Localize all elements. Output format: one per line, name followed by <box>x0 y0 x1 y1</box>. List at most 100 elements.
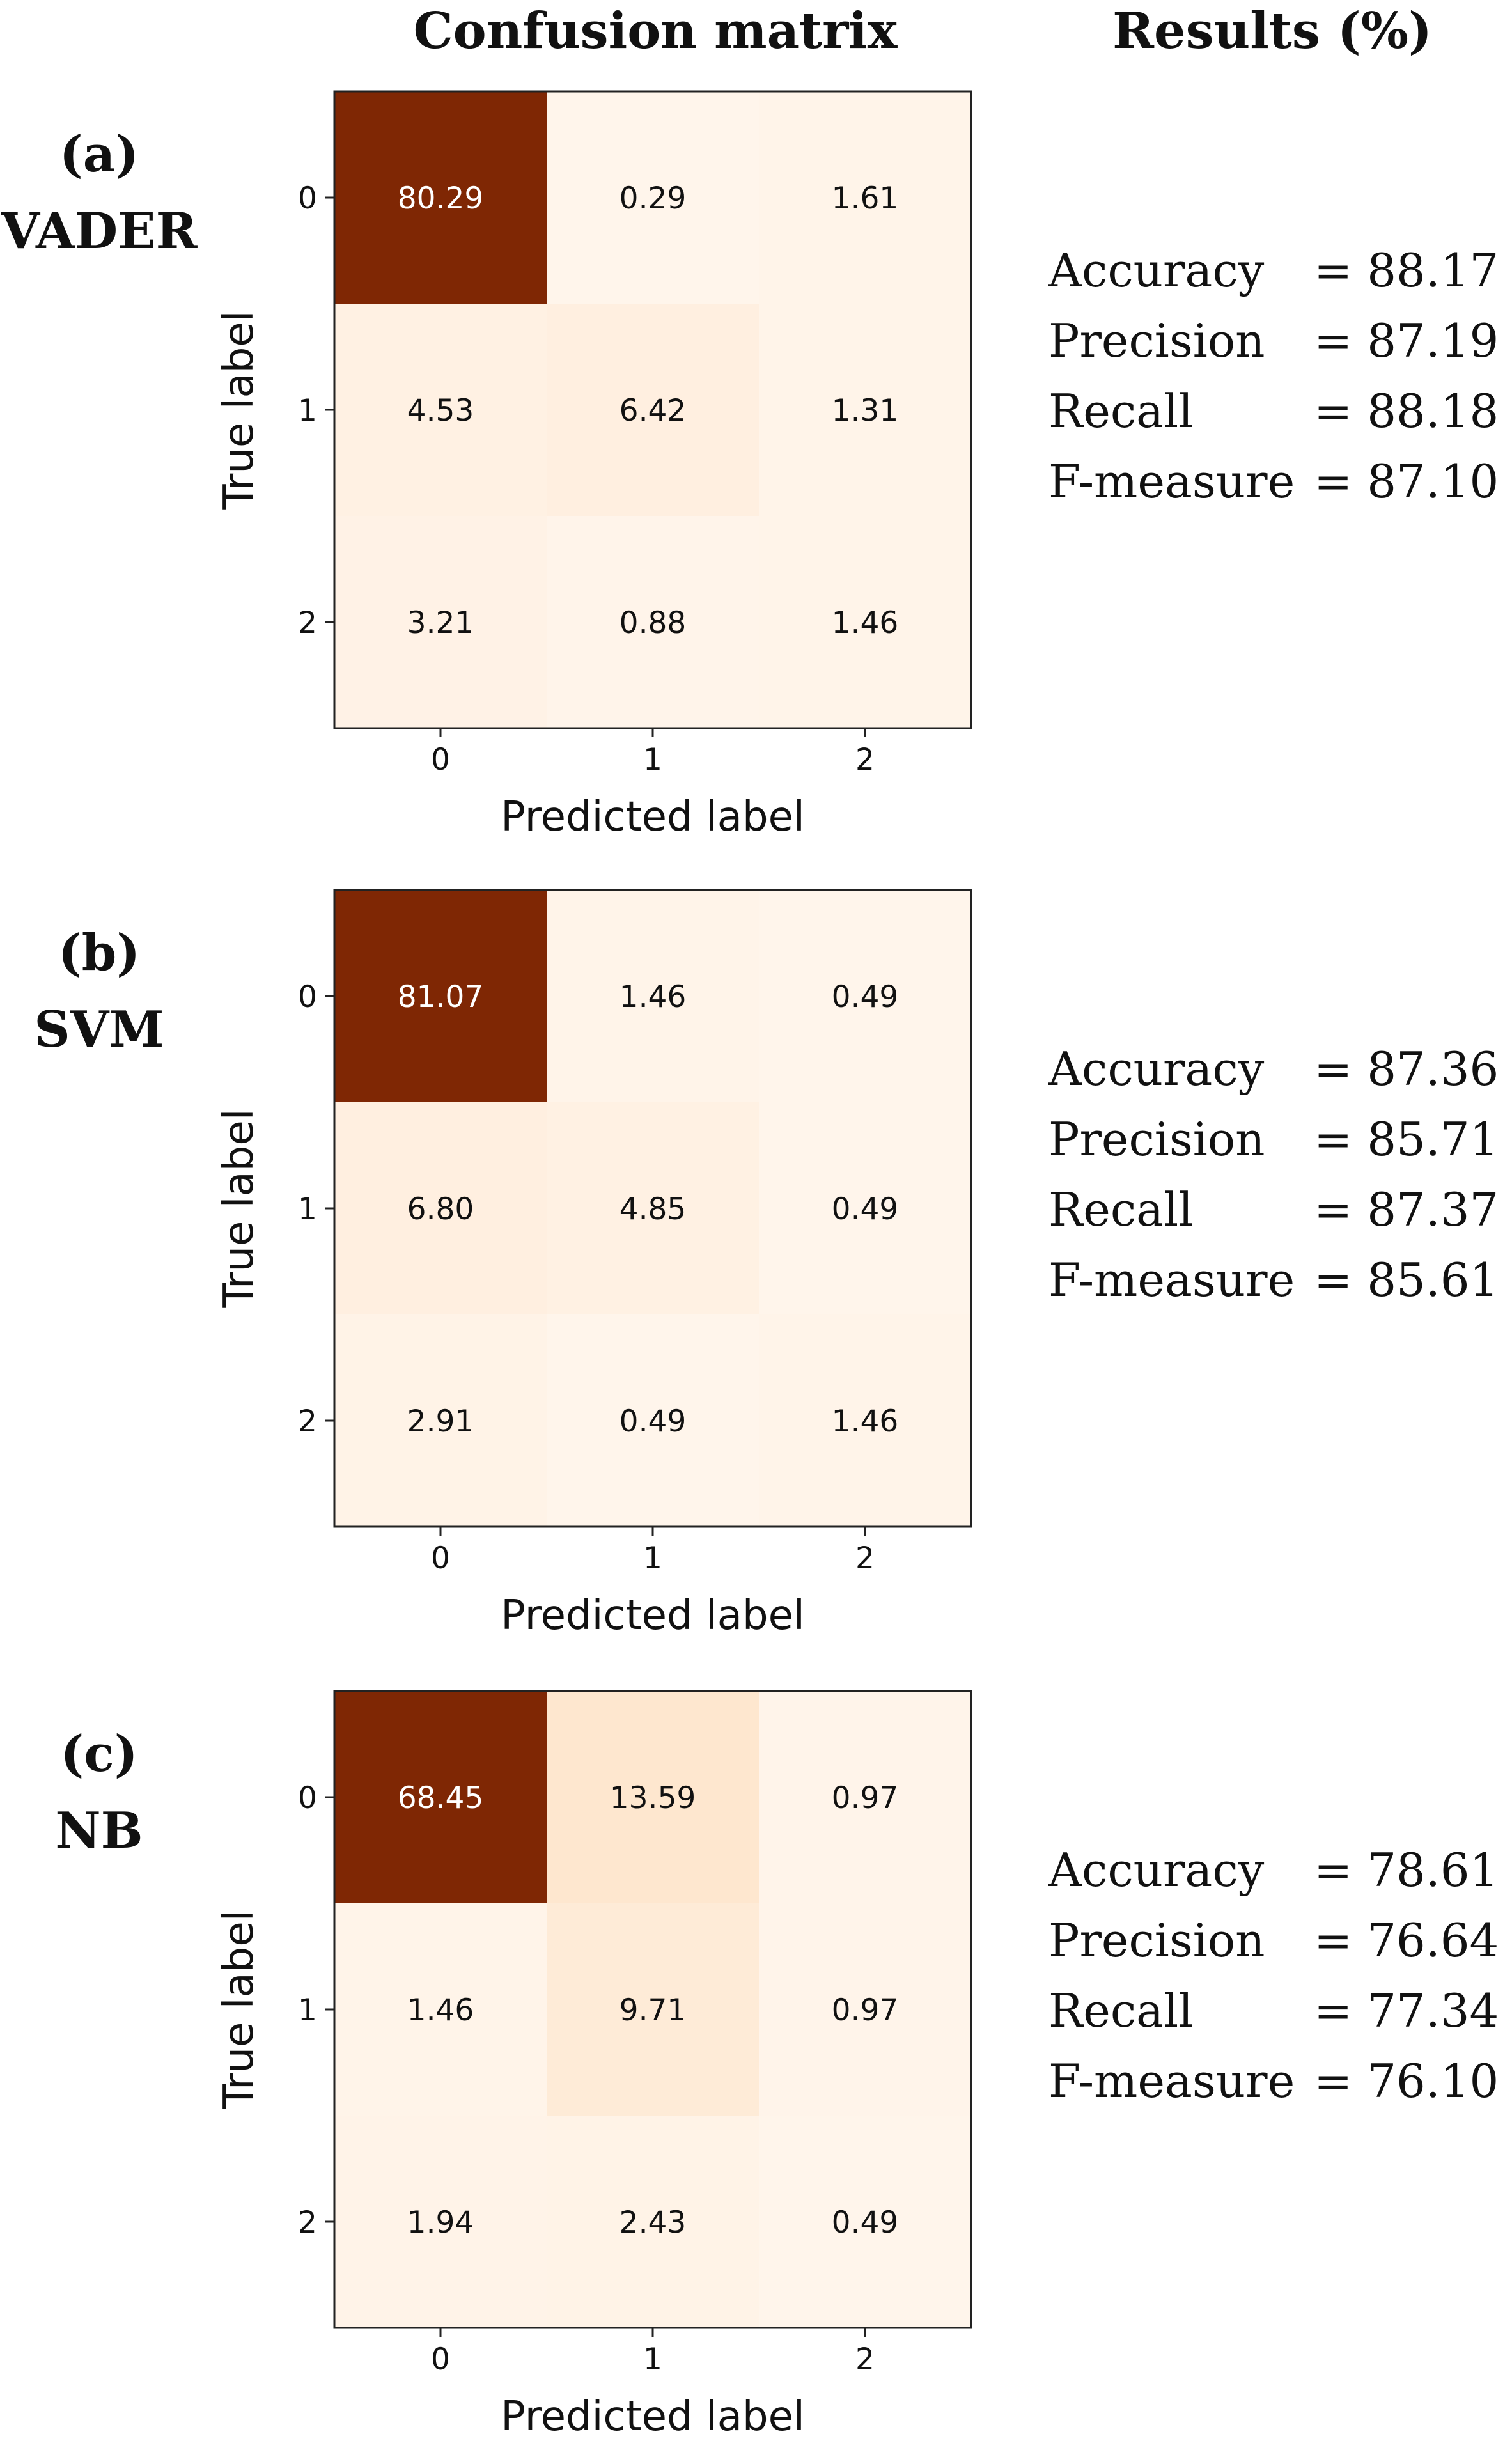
result-value: = 78.61 <box>1314 1843 1499 1897</box>
panels: (a) VADER 80.29 0.29 1.61 4.53 6.42 1.31 3.21 0.8… <box>1 90 1499 2440</box>
cell-value: 4.85 <box>620 1192 687 1227</box>
result-value: = 87.37 <box>1314 1183 1499 1236</box>
matrix-cell <box>759 304 971 516</box>
y-tick-label: 2 <box>298 1404 317 1439</box>
model-name: SVM <box>34 1001 164 1059</box>
matrix-cell <box>547 890 759 1102</box>
y-tick-label: 1 <box>298 1993 317 2028</box>
cell-value: 1.46 <box>620 979 687 1015</box>
panel-svm: (b) SVM 81.07 1.46 0.49 6.80 4.85 0.49 2.91 0.49 1… <box>34 889 1499 1639</box>
matrix-cell <box>334 2116 547 2328</box>
matrix-cell <box>759 91 971 304</box>
result-value: = 88.18 <box>1314 384 1499 438</box>
result-metric: F-measure <box>1048 2054 1295 2108</box>
x-axis-label: Predicted label <box>501 1592 805 1639</box>
cell-value: 0.49 <box>832 1192 899 1227</box>
matrix-cell <box>759 890 971 1102</box>
result-metric: Recall <box>1048 1984 1193 2038</box>
x-tick-label: 0 <box>431 1541 450 1576</box>
matrix-cell <box>334 1691 547 1903</box>
y-axis-label: True label <box>215 310 263 510</box>
matrix-cell <box>547 2116 759 2328</box>
y-tick-label: 2 <box>298 605 317 641</box>
x-tick-label: 1 <box>643 742 662 777</box>
cell-value: 68.45 <box>398 1781 484 1816</box>
matrix-cell <box>759 2116 971 2328</box>
result-metric: Precision <box>1048 1112 1265 1166</box>
x-tick-label: 2 <box>855 2342 875 2377</box>
result-value: = 87.36 <box>1314 1042 1499 1096</box>
result-metric: Recall <box>1048 384 1193 438</box>
result-metric: Accuracy <box>1048 1843 1265 1897</box>
cell-value: 0.49 <box>832 979 899 1015</box>
cell-value: 81.07 <box>398 979 484 1015</box>
matrix-cell <box>759 516 971 728</box>
matrix-cell <box>334 1314 547 1527</box>
matrix-cell <box>547 1314 759 1527</box>
x-tick-label: 1 <box>643 1541 662 1576</box>
cell-value: 1.61 <box>832 181 899 216</box>
x-tick-label: 0 <box>431 2342 450 2377</box>
result-value: = 87.10 <box>1314 455 1499 508</box>
y-tick-label: 0 <box>298 1781 317 1816</box>
result-metric: F-measure <box>1048 455 1295 508</box>
cell-value: 80.29 <box>398 181 484 216</box>
y-tick-label: 1 <box>298 1192 317 1227</box>
panel-vader: (a) VADER 80.29 0.29 1.61 4.53 6.42 1.31 3.21 0.8… <box>1 90 1499 841</box>
result-metric: Recall <box>1048 1183 1193 1236</box>
result-value: = 85.61 <box>1314 1253 1499 1307</box>
model-name: VADER <box>1 202 198 260</box>
matrix-cell <box>334 516 547 728</box>
matrix-cell <box>334 1903 547 2116</box>
panel-nb: (c) NB 68.45 13.59 0.97 1.46 9.71 0.97 1.94 2.43 0… <box>55 1690 1499 2440</box>
x-axis-label: Predicted label <box>501 2393 805 2440</box>
panel-label: (b) <box>58 924 140 982</box>
cell-value: 4.53 <box>407 393 474 428</box>
result-metric: Precision <box>1048 1914 1265 1967</box>
cell-value: 1.46 <box>832 1404 899 1439</box>
matrix-cell <box>547 1691 759 1903</box>
cell-value: 0.29 <box>620 181 687 216</box>
panel-label: (a) <box>59 125 139 183</box>
matrix-cell <box>759 1102 971 1314</box>
result-metric: F-measure <box>1048 1253 1295 1307</box>
y-tick-label: 1 <box>298 393 317 428</box>
model-name: NB <box>55 1802 143 1860</box>
y-tick-label: 2 <box>298 2205 317 2240</box>
result-metric: Accuracy <box>1048 244 1265 297</box>
cell-value: 9.71 <box>620 1993 687 2028</box>
matrix-cell <box>759 1691 971 1903</box>
cell-value: 3.21 <box>407 605 474 641</box>
cell-value: 13.59 <box>610 1781 696 1816</box>
matrix-cell <box>547 304 759 516</box>
cell-value: 1.94 <box>407 2205 474 2240</box>
matrix-cell <box>334 1102 547 1314</box>
cell-value: 6.42 <box>620 393 687 428</box>
matrix-cell <box>334 890 547 1102</box>
result-value: = 88.17 <box>1314 244 1499 297</box>
result-value: = 85.71 <box>1314 1112 1499 1166</box>
cell-value: 2.91 <box>407 1404 474 1439</box>
matrix-cell <box>334 304 547 516</box>
x-tick-label: 1 <box>643 2342 662 2377</box>
result-value: = 76.64 <box>1314 1914 1499 1967</box>
matrix-cell <box>547 1102 759 1314</box>
x-tick-label: 2 <box>855 742 875 777</box>
results-title: Results (%) <box>1112 2 1432 60</box>
x-tick-label: 0 <box>431 742 450 777</box>
cell-value: 1.46 <box>407 1993 474 2028</box>
result-metric: Precision <box>1048 314 1265 368</box>
cell-value: 0.49 <box>832 2205 899 2240</box>
cell-value: 0.97 <box>832 1781 899 1816</box>
cell-value: 0.88 <box>620 605 687 641</box>
matrix-cell <box>547 516 759 728</box>
result-value: = 77.34 <box>1314 1984 1499 2038</box>
result-metric: Accuracy <box>1048 1042 1265 1096</box>
y-axis-label: True label <box>215 1910 263 2109</box>
cell-value: 6.80 <box>407 1192 474 1227</box>
y-axis-label: True label <box>215 1109 263 1308</box>
x-tick-label: 2 <box>855 1541 875 1576</box>
result-value: = 76.10 <box>1314 2054 1499 2108</box>
cell-value: 0.49 <box>620 1404 687 1439</box>
